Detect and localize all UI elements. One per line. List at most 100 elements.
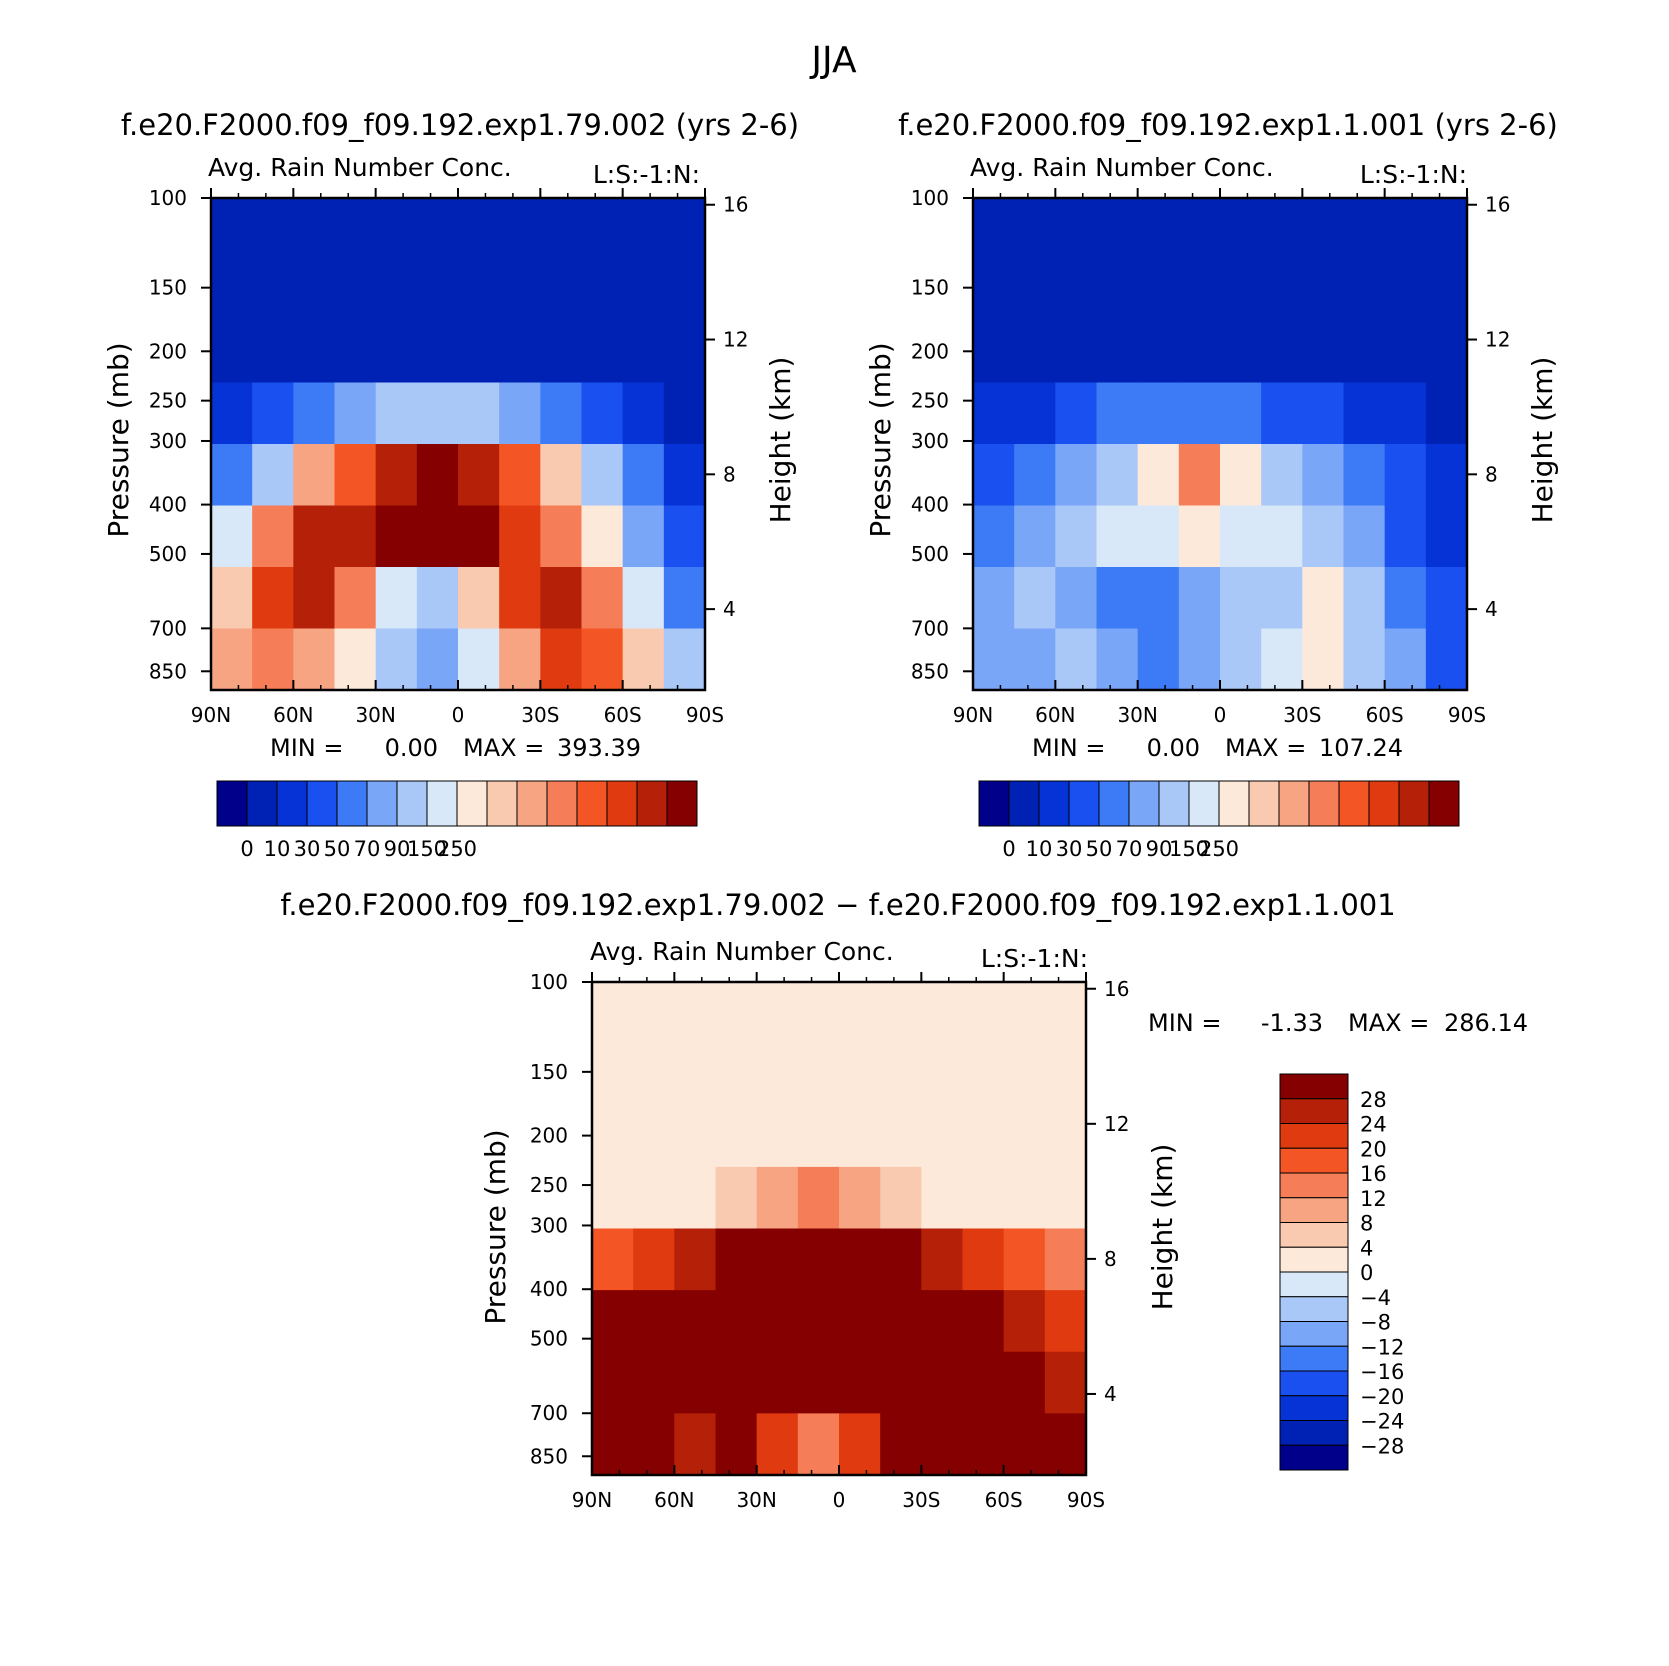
field-cell (756, 1351, 799, 1414)
field-cell (334, 505, 377, 568)
field-cell (1178, 628, 1221, 691)
field-cell (921, 1105, 964, 1168)
field-cell (1220, 505, 1262, 568)
field-cell (1014, 259, 1056, 322)
field-cell (1425, 505, 1468, 568)
field-cell (1137, 198, 1180, 261)
plot-area-diff: 90N 60N 30N 0 30S 60S 90S 100 150 200 250 300 400 500… (530, 970, 1130, 1512)
colorbar-swatch (1279, 1172, 1349, 1199)
y-tick-label: 200 (530, 1124, 568, 1148)
field-cell (962, 1105, 1005, 1168)
field-cell (1220, 321, 1262, 384)
colorbar-swatch (1279, 1147, 1349, 1174)
field-cell (1137, 444, 1180, 507)
field-cell (839, 982, 881, 1045)
x-tick-label: 90N (572, 1488, 612, 1512)
y-tick-label: 700 (911, 616, 949, 640)
y-tick-label: 700 (149, 616, 187, 640)
x-tick-label: 60S (985, 1488, 1023, 1512)
field-cell (1261, 321, 1303, 384)
colorbar-swatch (576, 780, 608, 827)
colorbar-swatch (1188, 780, 1220, 827)
field-cell (592, 982, 634, 1045)
field-cell (839, 1413, 881, 1476)
field-cell (1014, 382, 1056, 445)
x-tick-label: 60N (273, 703, 313, 727)
colorbar-swatch (1308, 780, 1340, 827)
y-tick-label: 850 (911, 659, 949, 683)
field-cell (715, 1228, 758, 1291)
field-cell (581, 444, 624, 507)
y2-tick-label: 16 (723, 193, 748, 217)
colorbar-label: 30 (1056, 837, 1083, 861)
field-cell (633, 1413, 675, 1476)
field-cell (756, 1043, 799, 1106)
field-cell (1044, 982, 1087, 1045)
field-cell (458, 444, 500, 507)
field-cell (921, 982, 964, 1045)
field-cell (674, 1228, 717, 1291)
field-cell (797, 1351, 840, 1414)
field-cell (633, 1166, 675, 1230)
field-cell (1261, 198, 1303, 261)
case-title-left: f.e20.F2000.f09_f09.192.exp1.79.002 (yrs… (121, 108, 799, 142)
field-cell (1261, 259, 1303, 322)
colorbar-swatch (1279, 1345, 1349, 1372)
field-cell (293, 198, 336, 261)
colorbar-swatch (1279, 1098, 1349, 1124)
field-cell (622, 259, 665, 322)
ylabel-right: Pressure (mb) (864, 342, 897, 537)
field-cell (592, 1290, 634, 1353)
case-title-right: f.e20.F2000.f09_f09.192.exp1.1.001 (yrs … (898, 108, 1558, 142)
field-cell (797, 1166, 840, 1230)
colorbar-swatch (1279, 1197, 1349, 1223)
field-cell (1261, 628, 1303, 691)
field-cell (622, 198, 665, 261)
field-cell (1220, 444, 1262, 507)
y2-tick-label: 16 (1104, 977, 1129, 1001)
field-cell (1014, 198, 1056, 261)
field-cell (416, 321, 459, 384)
colorbar-swatch (1279, 1420, 1349, 1446)
colorbar-swatch (1218, 780, 1250, 827)
colorbar-swatch (1279, 1073, 1349, 1100)
field-cell (1302, 444, 1345, 507)
field-cell (1343, 382, 1386, 445)
field-cell (839, 1043, 881, 1106)
field-cell (674, 1043, 717, 1106)
field-cell (880, 1228, 922, 1291)
field-cell (1096, 382, 1139, 445)
colorbar-label: 10 (1026, 837, 1053, 861)
field-cell (1055, 198, 1098, 261)
field-cell (1302, 505, 1345, 568)
field-cell (211, 628, 253, 691)
field-cell (1178, 198, 1221, 261)
field-cell (1384, 628, 1427, 691)
field-cell (1055, 505, 1098, 568)
field-cell (921, 1290, 964, 1353)
field-cell (375, 444, 418, 507)
y2-tick-label: 4 (1485, 597, 1498, 621)
field-cell (962, 982, 1005, 1045)
x-tick-label: 30N (355, 703, 395, 727)
field-cell (973, 321, 1015, 384)
field-cell (1137, 628, 1180, 691)
field-cell (1302, 567, 1345, 630)
field-cell (592, 1413, 634, 1476)
max-value-diff: 286.14 (1444, 1009, 1528, 1037)
colorbar-label: 250 (437, 837, 477, 861)
colorbar-label: 8 (1360, 1212, 1373, 1236)
field-cell (880, 1351, 922, 1414)
field-cell (797, 1043, 840, 1106)
field-cell (416, 567, 459, 630)
field-cell (715, 1413, 758, 1476)
field-cell (633, 1043, 675, 1106)
colorbar-swatch (666, 780, 698, 827)
field-cell (1343, 505, 1386, 568)
field-cell (1220, 628, 1262, 691)
field-cell (375, 505, 418, 568)
field-cell (715, 1043, 758, 1106)
field-cell (499, 505, 541, 568)
y-tick-label: 150 (530, 1060, 568, 1084)
